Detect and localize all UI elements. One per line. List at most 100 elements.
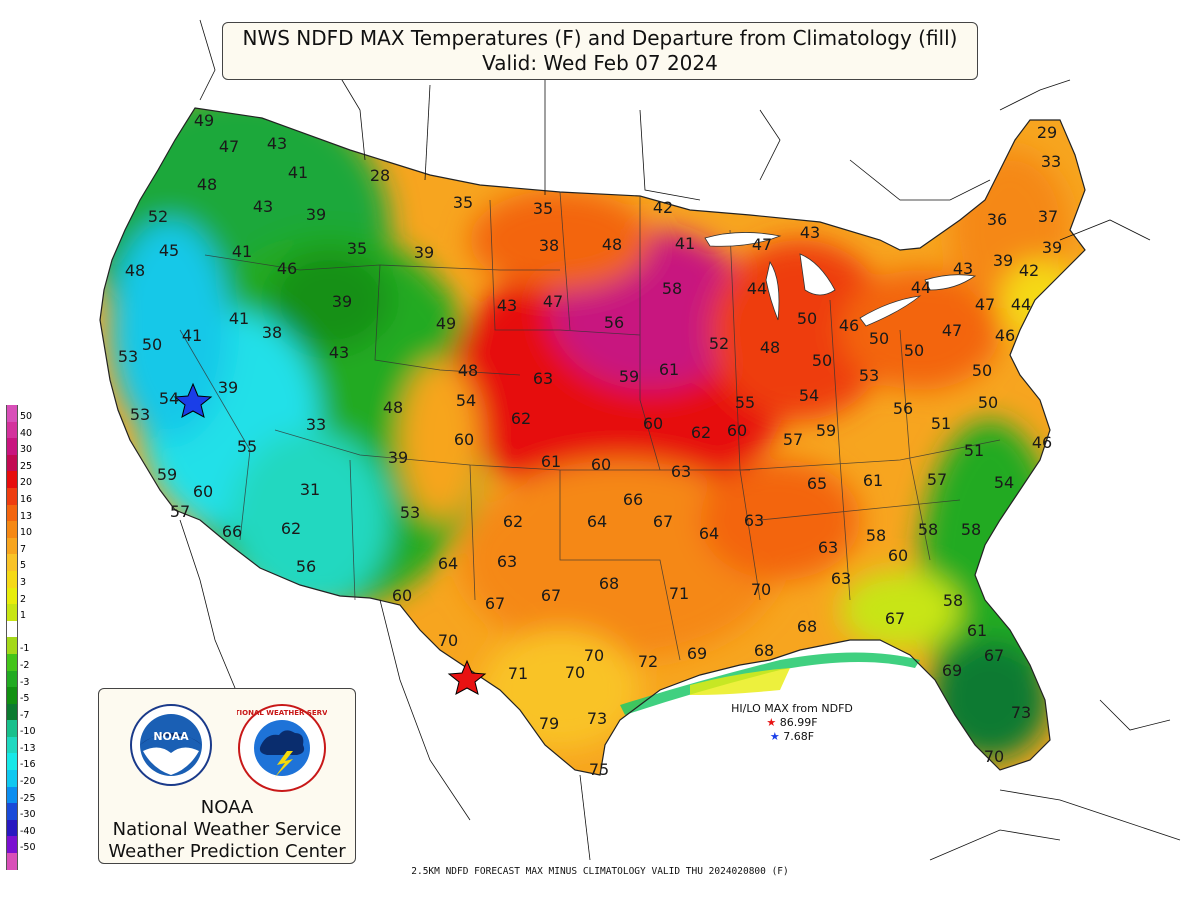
- temperature-label: 33: [306, 415, 326, 434]
- legend-label: -25: [20, 792, 36, 804]
- temperature-label: 41: [182, 326, 202, 345]
- legend-swatch: [6, 438, 18, 455]
- temperature-label: 54: [799, 386, 819, 405]
- nws-logo-ring-text: NATIONAL WEATHER SERVICE: [237, 709, 327, 717]
- temperature-label: 62: [503, 512, 523, 531]
- temperature-label: 66: [222, 522, 242, 541]
- temperature-label: 73: [587, 709, 607, 728]
- temperature-label: 47: [219, 137, 239, 156]
- org-nws: National Weather Service: [112, 819, 342, 840]
- temperature-label: 41: [675, 234, 695, 253]
- temperature-label: 67: [984, 646, 1004, 665]
- temperature-label: 39: [332, 292, 352, 311]
- temperature-label: 48: [125, 261, 145, 280]
- temperature-label: 60: [591, 455, 611, 474]
- temperature-label: 64: [699, 524, 719, 543]
- temperature-label: 42: [1019, 261, 1039, 280]
- legend-swatch: [6, 703, 18, 721]
- temperature-label: 39: [388, 448, 408, 467]
- temperature-label: 48: [458, 361, 478, 380]
- temperature-label: 63: [831, 569, 851, 588]
- legend-label: -7: [20, 709, 30, 721]
- legend-label: -1: [20, 643, 30, 655]
- temperature-label: 49: [194, 111, 214, 130]
- legend-swatch: [6, 836, 18, 854]
- temperature-label: 68: [797, 617, 817, 636]
- temperature-label: 68: [599, 574, 619, 593]
- legend-label: -5: [20, 693, 30, 705]
- temperature-label: 35: [453, 193, 473, 212]
- legend-label: 20: [20, 477, 33, 489]
- legend-swatch: [6, 803, 18, 820]
- temperature-label: 38: [262, 323, 282, 342]
- temperature-label: 43: [497, 296, 517, 315]
- legend-swatch: [6, 770, 18, 787]
- temperature-label: 50: [972, 361, 992, 380]
- temperature-label: 39: [993, 251, 1013, 270]
- temperature-label: 56: [893, 399, 913, 418]
- temperature-label: 41: [288, 163, 308, 182]
- temperature-label: 39: [1042, 238, 1062, 257]
- temperature-label: 54: [159, 389, 179, 408]
- temperature-label: 56: [296, 557, 316, 576]
- temperature-label: 52: [709, 334, 729, 353]
- legend-label: -10: [20, 726, 36, 738]
- temperature-label: 39: [218, 378, 238, 397]
- high-temperature-star: [447, 659, 487, 695]
- legend-swatch: [6, 454, 18, 472]
- temperature-label: 61: [967, 621, 987, 640]
- temperature-label: 41: [232, 242, 252, 261]
- temperature-label: 47: [543, 292, 563, 311]
- temperature-label: 43: [253, 197, 273, 216]
- temperature-label: 69: [942, 661, 962, 680]
- agency-logo-box: NOAA NATIONAL WEATHER SERVICE NOAA Natio…: [98, 688, 356, 864]
- noaa-logo-text: NOAA: [153, 730, 189, 743]
- temperature-label: 61: [659, 360, 679, 379]
- temperature-label: 62: [281, 519, 301, 538]
- legend-swatch: [6, 521, 18, 538]
- lo-value: 7.68F: [783, 730, 815, 743]
- temperature-label: 59: [619, 367, 639, 386]
- temperature-label: 44: [747, 279, 767, 298]
- legend-label: 1: [20, 610, 27, 622]
- legend-swatch: [6, 853, 18, 870]
- temperature-label: 66: [623, 490, 643, 509]
- legend-swatch: [6, 504, 18, 522]
- temperature-label: 44: [911, 278, 931, 297]
- temperature-label: 48: [602, 235, 622, 254]
- temperature-label: 47: [942, 321, 962, 340]
- temperature-label: 46: [1032, 433, 1052, 452]
- temperature-label: 39: [306, 205, 326, 224]
- temperature-label: 57: [927, 470, 947, 489]
- legend-label: 7: [20, 543, 27, 555]
- hi-value: 86.99F: [779, 716, 818, 729]
- temperature-label: 67: [541, 586, 561, 605]
- legend-label: -16: [20, 759, 36, 771]
- legend-swatch: [6, 653, 18, 671]
- temperature-label: 58: [961, 520, 981, 539]
- temperature-label: 71: [508, 664, 528, 683]
- legend-swatch: [6, 720, 18, 737]
- legend-swatch: [6, 786, 18, 804]
- temperature-label: 50: [812, 351, 832, 370]
- temperature-label: 70: [584, 646, 604, 665]
- hi-star-icon: ★: [766, 716, 777, 729]
- temperature-label: 44: [1011, 295, 1031, 314]
- temperature-label: 47: [975, 295, 995, 314]
- temperature-label: 59: [816, 421, 836, 440]
- temperature-label: 67: [485, 594, 505, 613]
- legend-swatch: [6, 687, 18, 704]
- temperature-label: 60: [643, 414, 663, 433]
- temperature-label: 50: [797, 309, 817, 328]
- legend-swatch: [6, 405, 18, 422]
- legend-swatch: [6, 587, 18, 605]
- legend-label: 13: [20, 510, 33, 522]
- temperature-label: 38: [539, 236, 559, 255]
- temperature-label: 46: [277, 259, 297, 278]
- temperature-label: 58: [943, 591, 963, 610]
- temperature-label: 79: [539, 714, 559, 733]
- temperature-label: 71: [669, 584, 689, 603]
- temperature-label: 63: [671, 462, 691, 481]
- temperature-label: 63: [533, 369, 553, 388]
